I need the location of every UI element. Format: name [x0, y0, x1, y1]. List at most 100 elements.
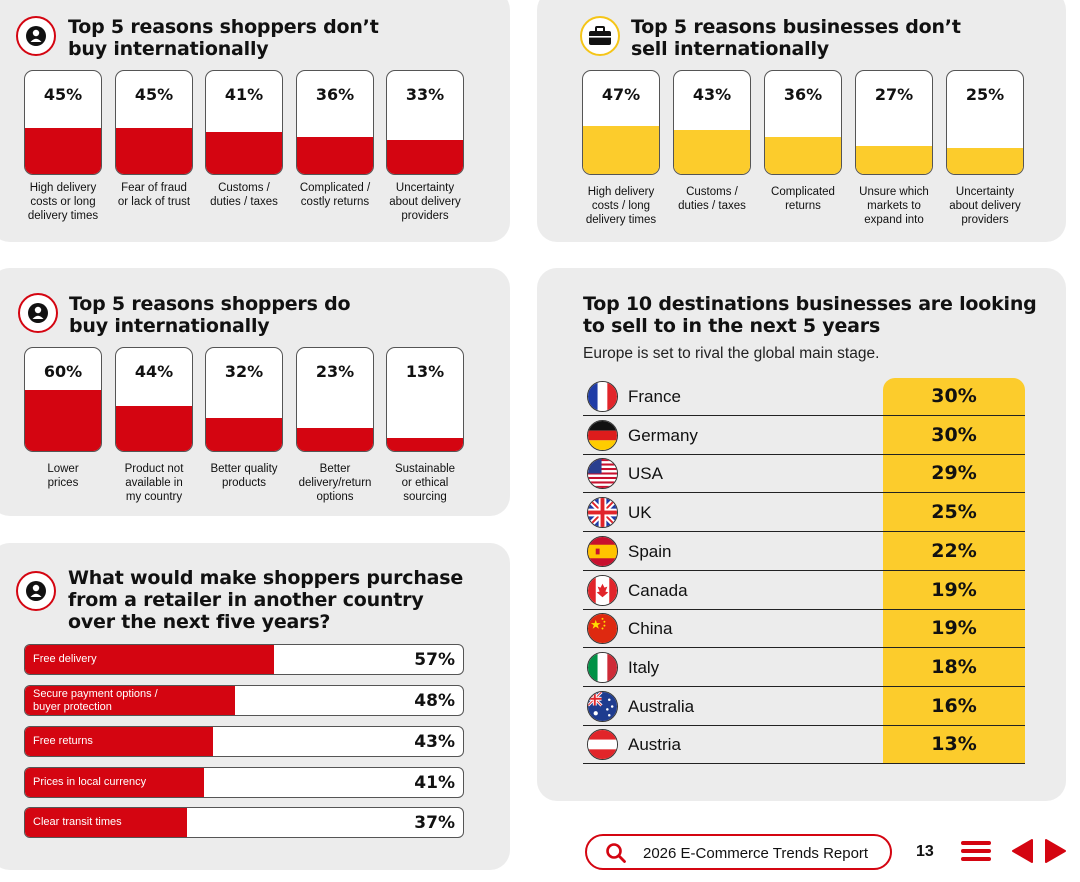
- country-name: UK: [628, 503, 652, 523]
- table-row: Canada 19%: [583, 572, 1025, 610]
- category-label-line: Lower: [47, 463, 79, 475]
- menu-icon[interactable]: [961, 840, 991, 867]
- category-label: Secure payment options / buyer protection: [33, 686, 158, 715]
- category-label-line: delivery times: [585, 214, 657, 226]
- category-label-line: expand into: [864, 214, 924, 226]
- category-label-line: Better: [319, 463, 351, 475]
- data-label: 43%: [414, 732, 455, 752]
- person-icon: [16, 571, 56, 611]
- category-label-line: available in: [125, 477, 183, 489]
- category-label-line: or lack of trust: [117, 196, 191, 208]
- category-label-line: Secure payment options /: [33, 687, 158, 700]
- category-label: Product not available in my country: [109, 462, 199, 504]
- category-label: Sustainable or ethical sourcing: [380, 462, 470, 504]
- data-label: 60%: [43, 362, 83, 381]
- data-label: 45%: [134, 85, 174, 104]
- bar: [25, 390, 101, 451]
- table-row: China 19%: [583, 610, 1025, 649]
- category-label-line: Product not: [124, 463, 184, 475]
- table-row: UK 25%: [583, 494, 1025, 533]
- country-name: China: [628, 619, 673, 639]
- italy-flag-icon: [587, 651, 618, 683]
- category-label-line: products: [221, 477, 267, 489]
- category-label-line: about delivery: [389, 196, 461, 208]
- category-label-line: duties / taxes: [210, 196, 278, 208]
- bar-row: Secure payment options / buyer protection…: [24, 685, 464, 716]
- data-label: 33%: [405, 85, 445, 104]
- category-label-line: buyer protection: [33, 700, 112, 713]
- bar: [297, 428, 373, 451]
- spain-flag-icon: [587, 535, 618, 567]
- category-label-line: Sustainable: [394, 463, 456, 475]
- category-label-line: Unsure which: [859, 186, 929, 198]
- bar-card: 33%: [386, 70, 464, 175]
- bar: [674, 130, 750, 174]
- panel-subtitle: Europe is set to rival the global main s…: [583, 345, 880, 362]
- bar-row: Clear transit times 37%: [24, 807, 464, 838]
- category-label: Free returns: [33, 727, 93, 756]
- australia-flag-icon: [587, 690, 618, 722]
- category-label-line: Clear transit times: [33, 816, 122, 828]
- category-label-line: costs / long: [591, 200, 651, 212]
- category-label-line: about delivery: [949, 200, 1021, 212]
- category-label: Customs / duties / taxes: [667, 185, 757, 213]
- data-label: 23%: [315, 362, 355, 381]
- table-row: Austria 13%: [583, 726, 1025, 765]
- data-label: 57%: [414, 650, 455, 670]
- category-label: Clear transit times: [33, 808, 122, 837]
- table-row: Italy 18%: [583, 649, 1025, 687]
- uk-flag-icon: [587, 497, 618, 529]
- category-label-text: Free returns: [33, 735, 93, 748]
- data-label: 37%: [414, 813, 455, 833]
- category-label-line: Uncertainty: [395, 182, 455, 194]
- category-label-line: delivery/return: [298, 477, 372, 489]
- germany-flag-icon: [587, 419, 618, 451]
- category-label: Customs / duties / taxes: [199, 181, 289, 209]
- china-flag-icon: [587, 613, 618, 645]
- bar-card: 32%: [205, 347, 283, 452]
- category-label-line: costly returns: [300, 196, 370, 208]
- data-label: 27%: [874, 85, 914, 104]
- category-label-line: Fear of fraud: [121, 182, 187, 194]
- data-label: 18%: [931, 655, 977, 678]
- arrow-right-icon[interactable]: [1044, 838, 1068, 869]
- table-row: Germany 30%: [583, 417, 1025, 455]
- country-name: USA: [628, 464, 663, 484]
- data-label: 25%: [931, 501, 977, 524]
- category-label-line: Customs /: [686, 186, 738, 198]
- category-label-text: Clear transit times: [33, 816, 122, 829]
- data-label: 19%: [931, 617, 977, 640]
- bar-card: 27%: [855, 70, 933, 175]
- category-label-line: markets to: [867, 200, 921, 212]
- country-name: Canada: [628, 580, 688, 600]
- category-label: Uncertainty about delivery providers: [380, 181, 470, 223]
- search-report-button[interactable]: 2026 E-Commerce Trends Report: [585, 834, 892, 870]
- data-label: 19%: [931, 578, 977, 601]
- bar-card: 60%: [24, 347, 102, 452]
- data-label: 29%: [931, 462, 977, 485]
- category-label-line: High delivery: [587, 186, 655, 198]
- category-label-line: Complicated /: [299, 182, 371, 194]
- data-label: 32%: [224, 362, 264, 381]
- usa-flag-icon: [587, 458, 618, 490]
- bar: [25, 808, 187, 837]
- search-report-label: 2026 E-Commerce Trends Report: [643, 845, 869, 862]
- category-label-line: costs or long: [30, 196, 96, 208]
- arrow-left-icon[interactable]: [1010, 838, 1034, 869]
- category-label-line: my country: [125, 491, 183, 503]
- bar-card: 43%: [673, 70, 751, 175]
- data-label: 43%: [692, 85, 732, 104]
- country-name: Spain: [628, 541, 672, 561]
- data-label: 41%: [224, 85, 264, 104]
- category-label: High delivery costs / long delivery times: [576, 185, 666, 227]
- data-label: 16%: [931, 694, 977, 717]
- category-label-line: Better quality: [210, 463, 278, 475]
- bar: [765, 137, 841, 174]
- country-name: Austria: [628, 735, 681, 755]
- category-label-line: Free delivery: [33, 653, 97, 665]
- category-label-text: Free delivery: [33, 653, 97, 666]
- category-label: Complicated / costly returns: [290, 181, 380, 209]
- bar: [25, 727, 213, 756]
- data-label: 48%: [414, 691, 455, 711]
- panel-title: Top 10 destinations businesses are looki…: [583, 293, 1037, 337]
